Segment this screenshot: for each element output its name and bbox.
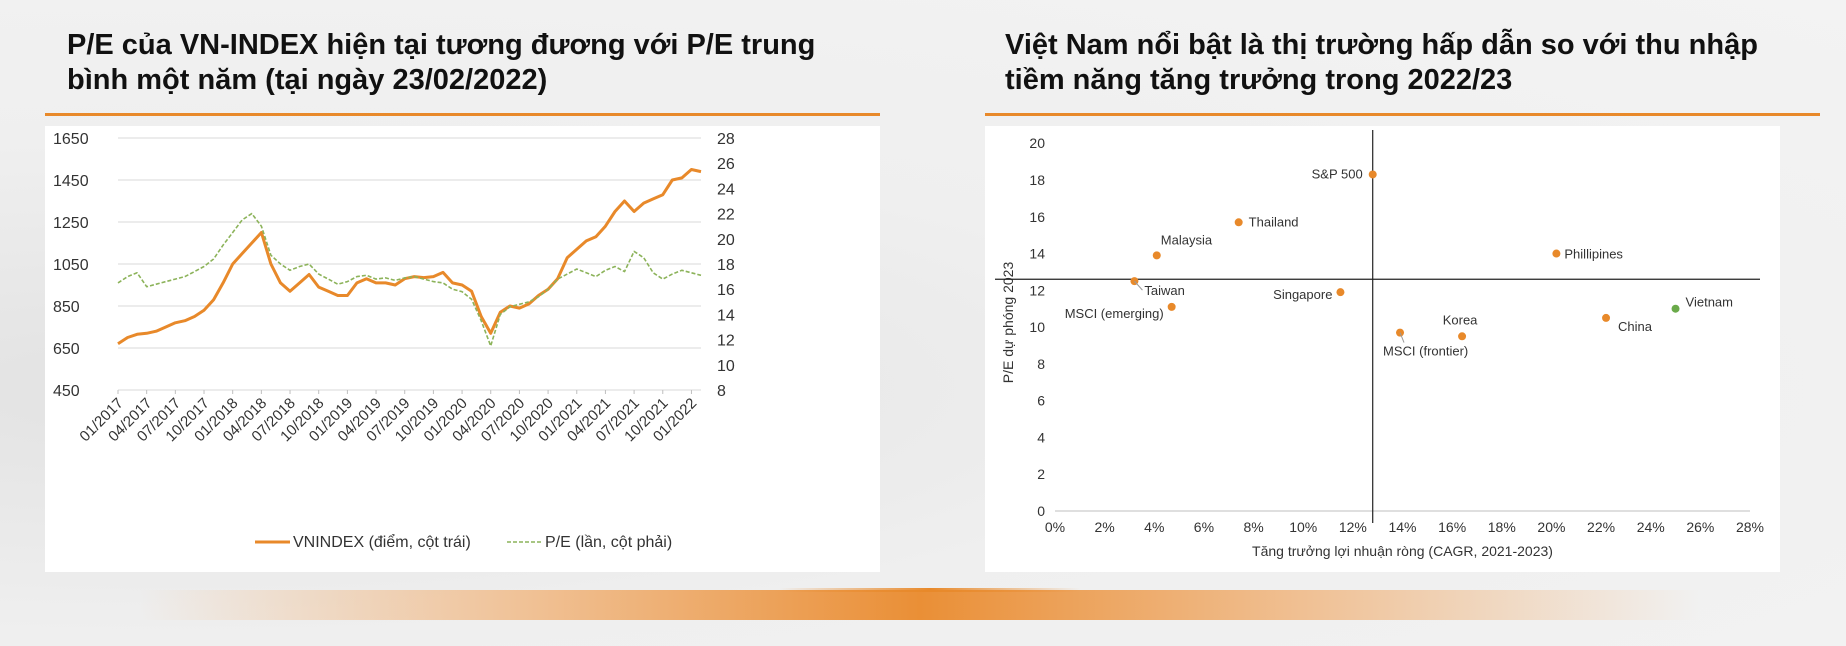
y-left-tick-label: 450 <box>53 383 80 400</box>
y-tick-label: 0 <box>1037 503 1045 519</box>
scatter-point <box>1167 302 1176 311</box>
scatter-point <box>1152 251 1161 260</box>
y-right-tick-label: 12 <box>717 333 735 350</box>
y-right-tick-label: 8 <box>717 383 726 400</box>
scatter-point <box>1234 218 1243 227</box>
point-label: MSCI (emerging) <box>1065 306 1164 321</box>
x-tick-label: 4% <box>1144 519 1164 535</box>
y-tick-label: 20 <box>1029 135 1045 151</box>
y-right-tick-label: 20 <box>717 232 735 249</box>
point-label: Korea <box>1443 312 1478 327</box>
x-tick-label: 12% <box>1339 519 1367 535</box>
left-title-underline <box>45 113 880 116</box>
point-label: MSCI (frontier) <box>1383 344 1468 359</box>
legend-vnindex-label: VNINDEX (điểm, cột trái) <box>293 533 471 551</box>
right-title-line2: tiềm năng tăng trưởng trong 2022/23 <box>1005 64 1513 96</box>
x-tick-label: 2% <box>1095 519 1115 535</box>
y-left-tick-label: 1650 <box>53 131 89 148</box>
right-chart-area: 0% 2% 4% 6% 8% 10% 12% 14% 16% 18% 20% 22% 24% 26% 28%… <box>985 126 1780 572</box>
point-label: Vietnam <box>1686 295 1733 310</box>
y-right-tick-label: 26 <box>717 156 735 173</box>
y-axis-title: P/E dự phóng 2023 <box>1000 262 1016 384</box>
scatter-point <box>1336 288 1345 297</box>
x-tick-label: 8% <box>1243 519 1263 535</box>
decorative-band-peak <box>780 588 1080 592</box>
y-right-tick-label: 28 <box>717 131 735 148</box>
left-chart-area: 1650 1450 1250 1050 850 650 450 28 26 24 22 20 18 16 1… <box>45 126 880 572</box>
point-label: China <box>1618 319 1653 334</box>
y-left-tick-label: 850 <box>53 299 80 316</box>
point-label: Malaysia <box>1161 232 1213 247</box>
y-tick-label: 18 <box>1029 172 1045 188</box>
taiwan-leader-line <box>1134 280 1143 291</box>
vnindex-pe-line-chart: 1650 1450 1250 1050 850 650 450 28 26 24 22 20 18 16 1… <box>53 131 735 551</box>
vnindex-series-line <box>117 168 702 346</box>
y-left-tick-label: 1050 <box>53 257 89 274</box>
y-left-tick-label: 1250 <box>53 215 89 232</box>
x-tick-label: 22% <box>1587 519 1615 535</box>
scatter-point <box>1458 332 1467 341</box>
y-tick-label: 12 <box>1029 282 1045 298</box>
y-tick-label: 10 <box>1029 319 1045 335</box>
right-title-underline <box>985 113 1820 116</box>
y-tick-label: 16 <box>1029 209 1045 225</box>
x-tick-label: 16% <box>1438 519 1466 535</box>
y-tick-label: 8 <box>1037 356 1045 372</box>
x-tick-label: 20% <box>1537 519 1565 535</box>
scatter-point <box>1368 170 1377 179</box>
y-left-tick-label: 650 <box>53 341 80 358</box>
left-panel-title: P/E của VN-INDEX hiện tại tương đương vớ… <box>67 28 815 98</box>
pe-series-line <box>117 212 702 347</box>
right-panel-title: Việt Nam nổi bật là thị trường hấp dẫn s… <box>1005 28 1758 98</box>
y-tick-label: 14 <box>1029 246 1045 262</box>
pe-growth-scatter-chart: 0% 2% 4% 6% 8% 10% 12% 14% 16% 18% 20% 22% 24% 26% 28%… <box>995 130 1764 559</box>
legend-pe-label: P/E (lần, cột phải) <box>545 534 672 551</box>
x-tick-label: 24% <box>1637 519 1665 535</box>
right-title-line1: Việt Nam nổi bật là thị trường hấp dẫn s… <box>1005 29 1758 61</box>
y-tick-label: 6 <box>1037 393 1045 409</box>
y-right-tick-label: 22 <box>717 207 735 224</box>
point-label: Phillipines <box>1564 247 1623 262</box>
scatter-point <box>1552 249 1561 258</box>
x-tick-label: 18% <box>1488 519 1516 535</box>
point-label: Taiwan <box>1144 283 1184 298</box>
x-tick-label: 6% <box>1194 519 1214 535</box>
x-tick-label: 10% <box>1289 519 1317 535</box>
decorative-band <box>140 590 1700 620</box>
scatter-point <box>1602 313 1611 322</box>
x-tick-label: 28% <box>1736 519 1764 535</box>
x-tick-label: 0% <box>1045 519 1065 535</box>
y-right-tick-label: 24 <box>717 181 735 198</box>
y-right-tick-label: 18 <box>717 257 735 274</box>
y-right-tick-label: 16 <box>717 282 735 299</box>
x-tick-label: 14% <box>1388 519 1416 535</box>
x-axis-title: Tăng trưởng lợi nhuận ròng (CAGR, 2021-2… <box>1252 543 1553 559</box>
frontier-leader-line <box>1399 332 1405 343</box>
scatter-point <box>1671 304 1680 313</box>
scatter-point <box>1396 328 1405 337</box>
y-right-tick-label: 10 <box>717 358 735 375</box>
y-left-tick-label: 1450 <box>53 173 89 190</box>
left-title-line1: P/E của VN-INDEX hiện tại tương đương vớ… <box>67 29 816 61</box>
point-label: Singapore <box>1273 287 1332 302</box>
y-tick-label: 4 <box>1037 429 1045 445</box>
left-title-line2: bình một năm (tại ngày 23/02/2022) <box>67 64 548 96</box>
point-label: S&P 500 <box>1312 166 1363 181</box>
x-tick-label: 26% <box>1686 519 1714 535</box>
point-label: Thailand <box>1249 214 1299 229</box>
y-right-tick-label: 14 <box>717 307 735 324</box>
y-tick-label: 2 <box>1037 466 1045 482</box>
